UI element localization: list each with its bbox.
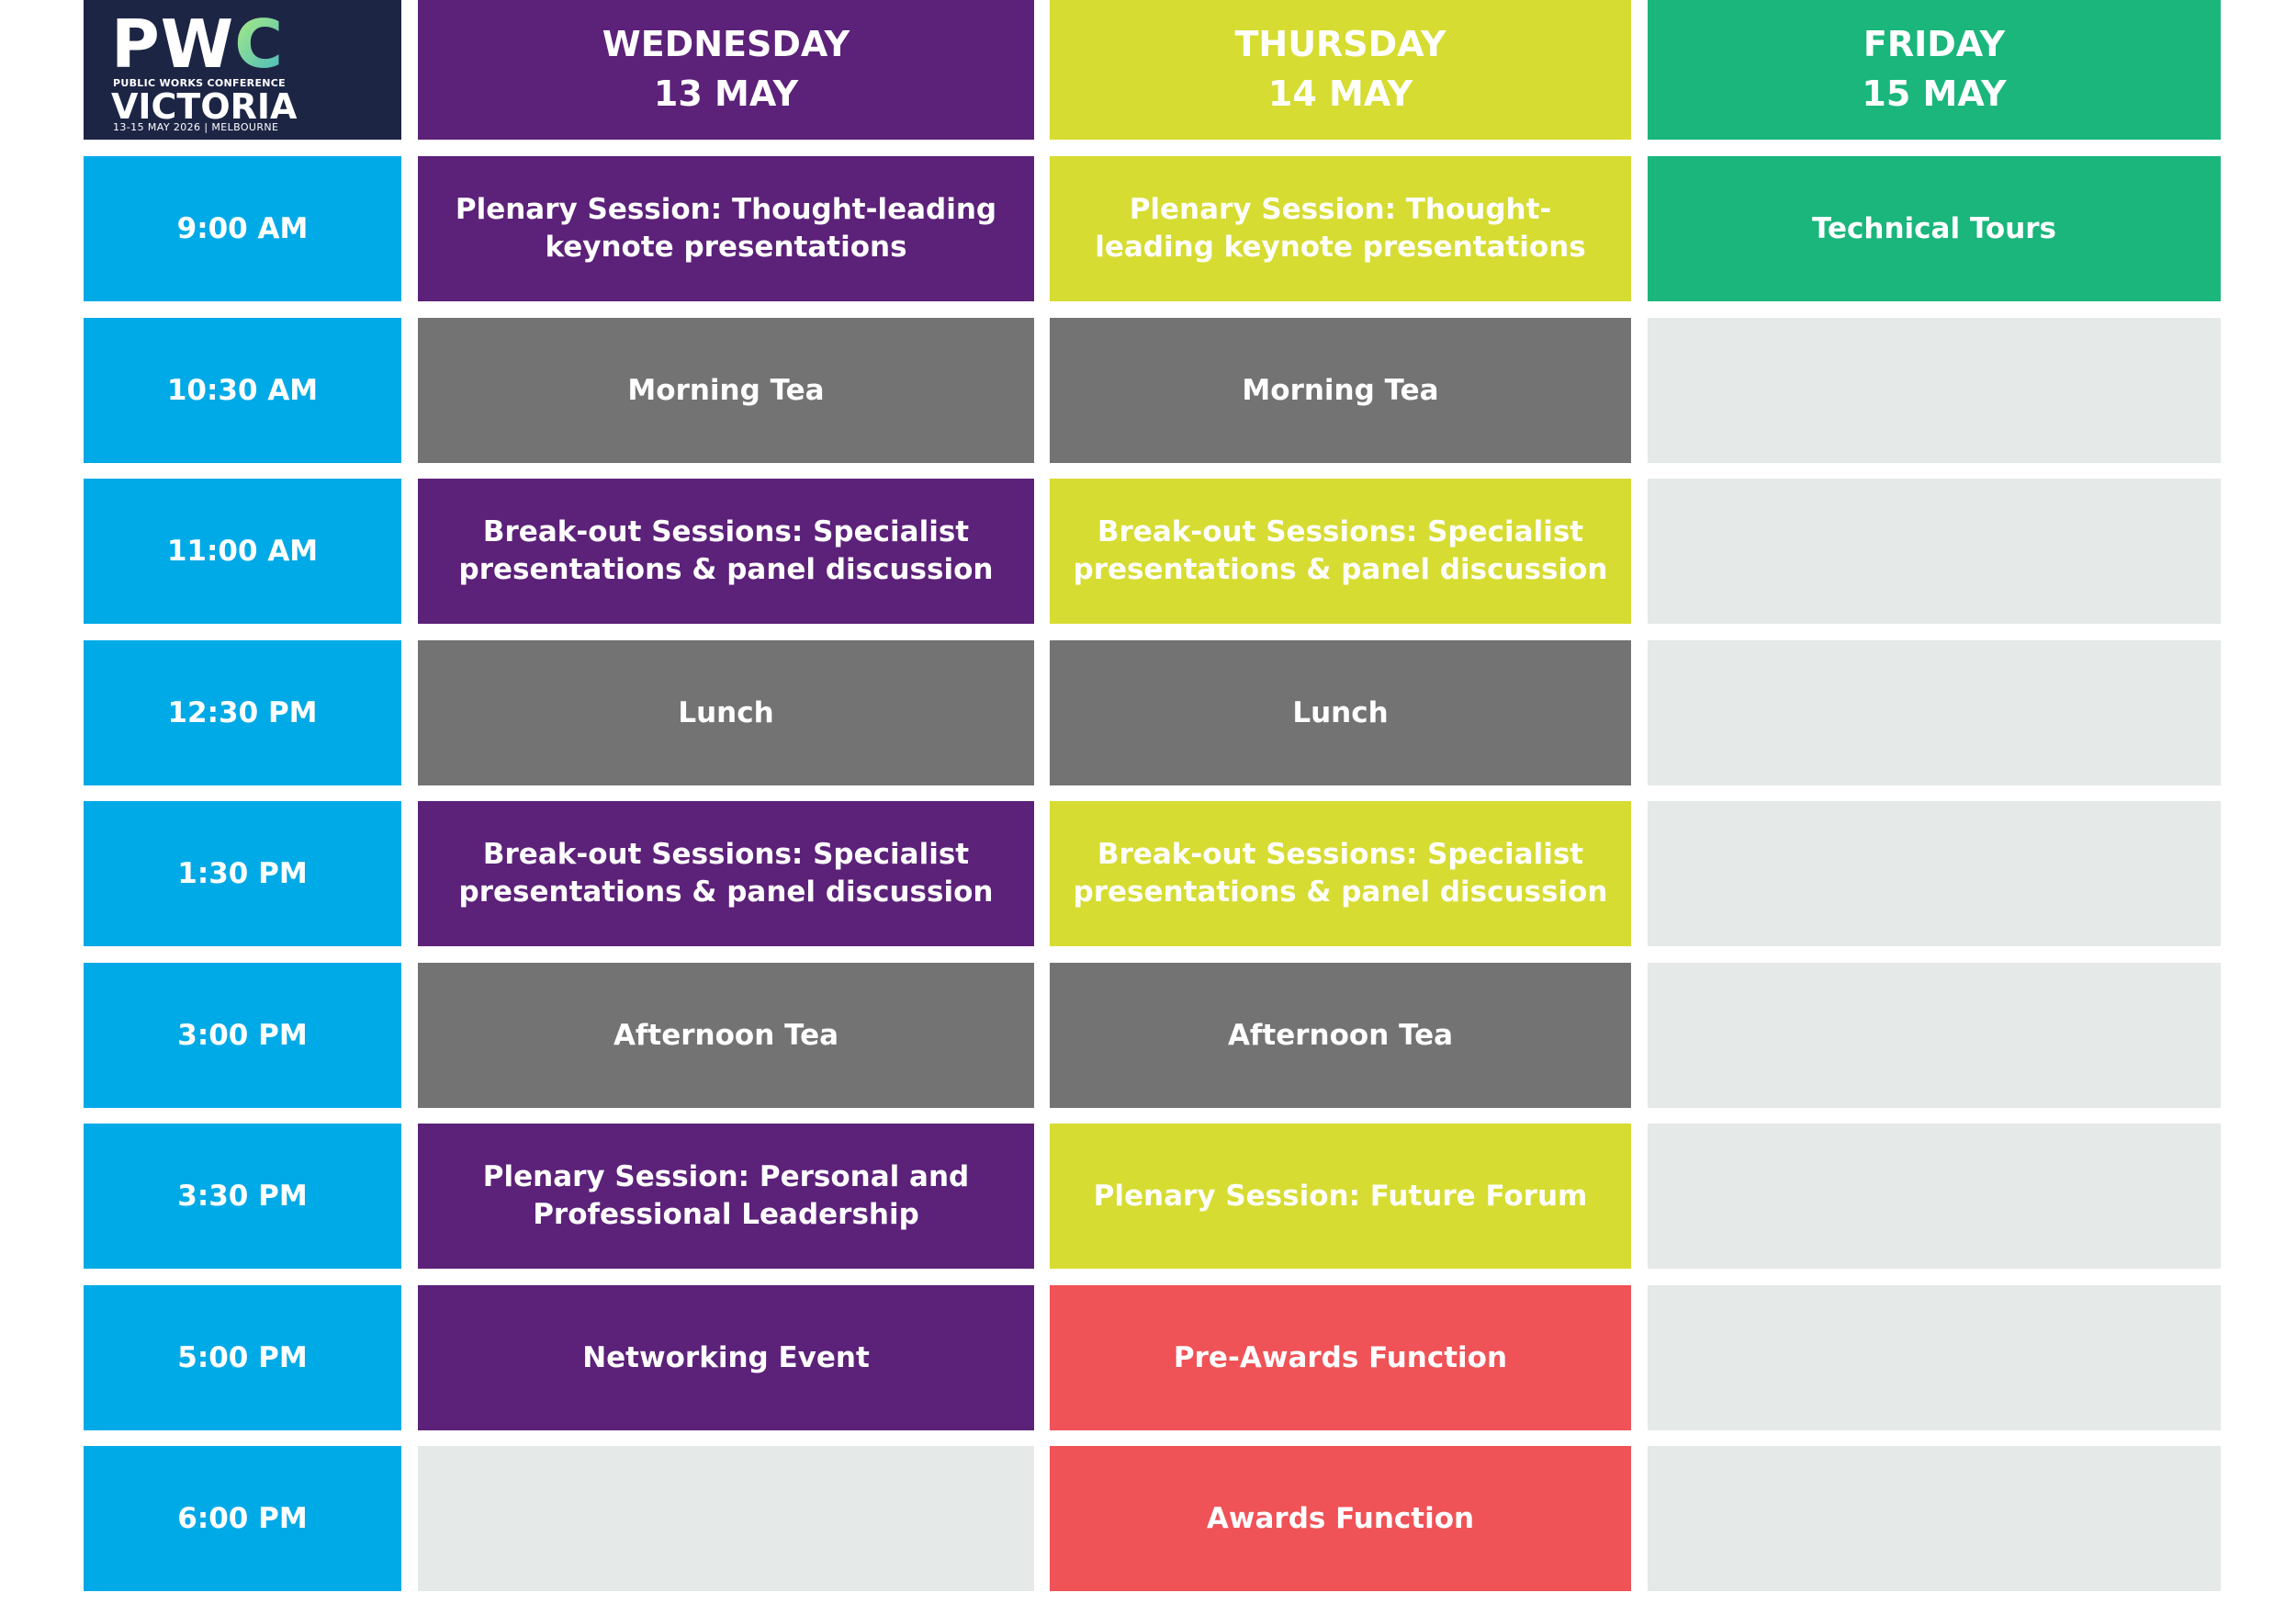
session-block: Lunch: [418, 640, 1034, 785]
time-slot-label: 5:00 PM: [84, 1285, 401, 1430]
day-header-date: 15 MAY: [1862, 73, 2007, 114]
logo-pwc-letters: PW: [111, 6, 235, 83]
session-block: Afternoon Tea: [418, 963, 1034, 1108]
day-header-weekday: WEDNESDAY: [602, 24, 850, 65]
session-block: Plenary Session: Future Forum: [1050, 1124, 1631, 1269]
empty-slot: [1648, 1446, 2221, 1591]
session-title: Morning Tea: [1242, 373, 1439, 407]
empty-slot: [1648, 479, 2221, 624]
time-slot-label: 6:00 PM: [84, 1446, 401, 1591]
session-title: Lunch: [678, 695, 774, 729]
session-title: Afternoon Tea: [613, 1018, 839, 1052]
day-header-date: 14 MAY: [1267, 73, 1413, 114]
empty-slot: [1648, 1285, 2221, 1430]
time-slot-label: 12:30 PM: [84, 640, 401, 785]
session-block: Afternoon Tea: [1050, 963, 1631, 1108]
session-title: Plenary Session: Future Forum: [1093, 1179, 1588, 1213]
day-header-weekday: FRIDAY: [1863, 24, 2006, 65]
session-title: Plenary Session: Thought-leading keynote…: [455, 193, 997, 264]
session-block: Awards Function: [1050, 1446, 1631, 1591]
empty-slot: [1648, 801, 2221, 946]
time-slot-label: 11:00 AM: [84, 479, 401, 624]
session-block: Morning Tea: [418, 318, 1034, 463]
session-block: Plenary Session: Thought-leading keynote…: [418, 156, 1034, 301]
session-block: Morning Tea: [1050, 318, 1631, 463]
session-title: Break-out Sessions: Specialist presentat…: [458, 838, 994, 909]
session-block: Networking Event: [418, 1285, 1034, 1430]
session-title: Morning Tea: [627, 373, 825, 407]
time-slot-label: 9:00 AM: [84, 156, 401, 301]
day-header-thursday: THURSDAY 14 MAY: [1050, 0, 1631, 140]
time-slot-label: 3:30 PM: [84, 1124, 401, 1269]
logo-pwc-wordmark: PWC: [111, 11, 284, 77]
session-title: Break-out Sessions: Specialist presentat…: [1073, 838, 1608, 909]
session-title: Networking Event: [582, 1340, 870, 1374]
time-slot-label: 3:00 PM: [84, 963, 401, 1108]
time-slot-label: 1:30 PM: [84, 801, 401, 946]
session-title: Awards Function: [1206, 1501, 1475, 1535]
day-header-date: 13 MAY: [653, 73, 799, 114]
session-title: Technical Tours: [1811, 211, 2057, 245]
session-block: Technical Tours: [1648, 156, 2221, 301]
empty-slot: [1648, 640, 2221, 785]
session-block: Break-out Sessions: Specialist presentat…: [1050, 801, 1631, 946]
session-block: Plenary Session: Personal and Profession…: [418, 1124, 1034, 1269]
session-title: Plenary Session: Personal and Profession…: [482, 1160, 970, 1231]
time-slot-label: 10:30 AM: [84, 318, 401, 463]
session-title: Afternoon Tea: [1227, 1018, 1454, 1052]
session-title: Break-out Sessions: Specialist presentat…: [458, 515, 994, 586]
day-header-friday: FRIDAY 15 MAY: [1648, 0, 2221, 140]
empty-slot: [1648, 963, 2221, 1108]
session-block: Pre-Awards Function: [1050, 1285, 1631, 1430]
empty-slot: [1648, 1124, 2221, 1269]
session-block: Lunch: [1050, 640, 1631, 785]
session-title: Break-out Sessions: Specialist presentat…: [1073, 515, 1608, 586]
day-header-weekday: THURSDAY: [1234, 24, 1446, 65]
logo-dates: 13-15 MAY 2026 | MELBOURNE: [113, 121, 279, 133]
conference-logo: PWC PUBLIC WORKS CONFERENCE VICTORIA 13-…: [84, 0, 401, 140]
logo-subtitle: PUBLIC WORKS CONFERENCE: [113, 77, 286, 89]
empty-slot: [418, 1446, 1034, 1591]
session-title: Pre-Awards Function: [1173, 1340, 1508, 1374]
session-block: Break-out Sessions: Specialist presentat…: [418, 801, 1034, 946]
day-header-wednesday: WEDNESDAY 13 MAY: [418, 0, 1034, 140]
empty-slot: [1648, 318, 2221, 463]
session-title: Lunch: [1292, 695, 1389, 729]
session-block: Plenary Session: Thought-leading keynote…: [1050, 156, 1631, 301]
session-title: Plenary Session: Thought-leading keynote…: [1095, 193, 1586, 264]
session-block: Break-out Sessions: Specialist presentat…: [1050, 479, 1631, 624]
logo-region: VICTORIA: [111, 86, 298, 127]
session-block: Break-out Sessions: Specialist presentat…: [418, 479, 1034, 624]
logo-pwc-c-letter: C: [234, 6, 285, 83]
